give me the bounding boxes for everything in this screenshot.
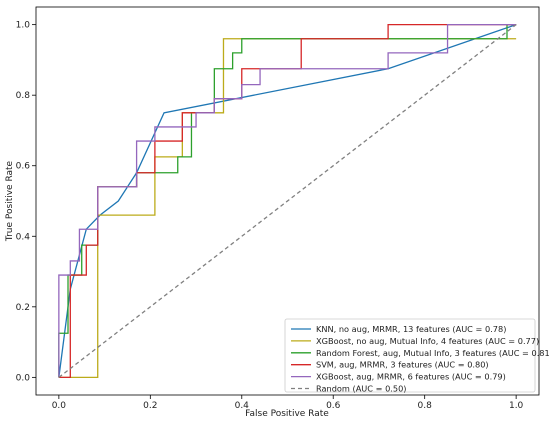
- y-axis-title: True Positive Rate: [5, 160, 15, 242]
- y-tick-label: 0.8: [16, 91, 31, 101]
- x-tick-label: 0.8: [418, 401, 433, 411]
- legend-label-3: Random Forest, aug, Mutual Info, 3 featu…: [316, 348, 550, 358]
- y-tick-label: 0.6: [16, 162, 31, 172]
- series-line-6: [58, 24, 517, 378]
- legend-label-4: SVM, aug, MRMR, 3 features (AUC = 0.80): [316, 360, 489, 370]
- series-group: [58, 23, 517, 379]
- x-tick-label: 0.2: [143, 401, 157, 411]
- axis-ticks: 0.0 0.2 0.4 0.6 0.8 1.0 0.0 0.2 0.4 0.6 0.8 1.0: [16, 21, 524, 411]
- x-axis-title: False Positive Rate: [245, 409, 329, 419]
- legend-box: [284, 318, 536, 393]
- x-tick-label: 0.4: [235, 401, 250, 411]
- x-tick-label: 0.0: [52, 401, 67, 411]
- y-tick-label: 0.0: [16, 373, 31, 383]
- series-line-5: [58, 23, 517, 378]
- x-tick-label: 0.6: [326, 401, 341, 411]
- legend-label-2: XGBoost, no aug, Mutual Info, 4 features…: [316, 336, 539, 346]
- y-tick-label: 0.4: [16, 232, 31, 242]
- y-tick-label: 0.2: [16, 303, 30, 313]
- series-line-1: [58, 24, 517, 378]
- legend-label-1: KNN, no aug, MRMR, 13 features (AUC = 0.…: [316, 324, 506, 334]
- legend: KNN, no aug, MRMR, 13 features (AUC = 0.…: [284, 318, 550, 394]
- x-tick-label: 1.0: [509, 401, 524, 411]
- legend-label-6: Random (AUC = 0.50): [316, 384, 407, 394]
- y-tick-label: 1.0: [16, 21, 31, 31]
- legend-label-5: XGBoost, aug, MRMR, 6 features (AUC = 0.…: [316, 372, 506, 382]
- series-line-4: [58, 23, 517, 379]
